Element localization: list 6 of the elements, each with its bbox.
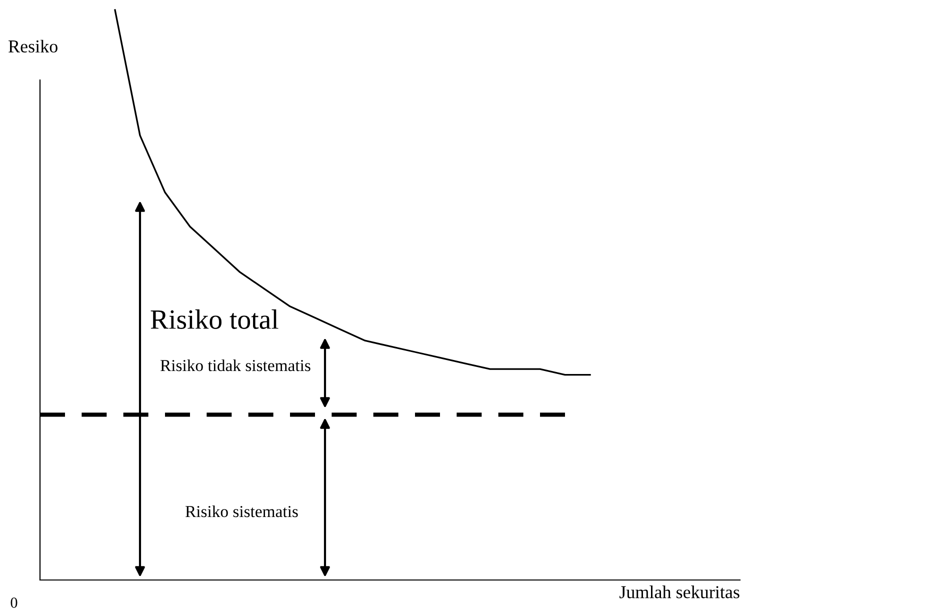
- x-axis-title: Jumlah sekuritas: [620, 586, 740, 598]
- y-axis-title: Resiko: [8, 40, 58, 53]
- annotation: Risiko sistematis: [185, 505, 298, 518]
- annotation: Risiko tidak sistematis: [160, 359, 310, 372]
- text: 0: [10, 598, 18, 608]
- annotation: Risiko total: [150, 309, 278, 329]
